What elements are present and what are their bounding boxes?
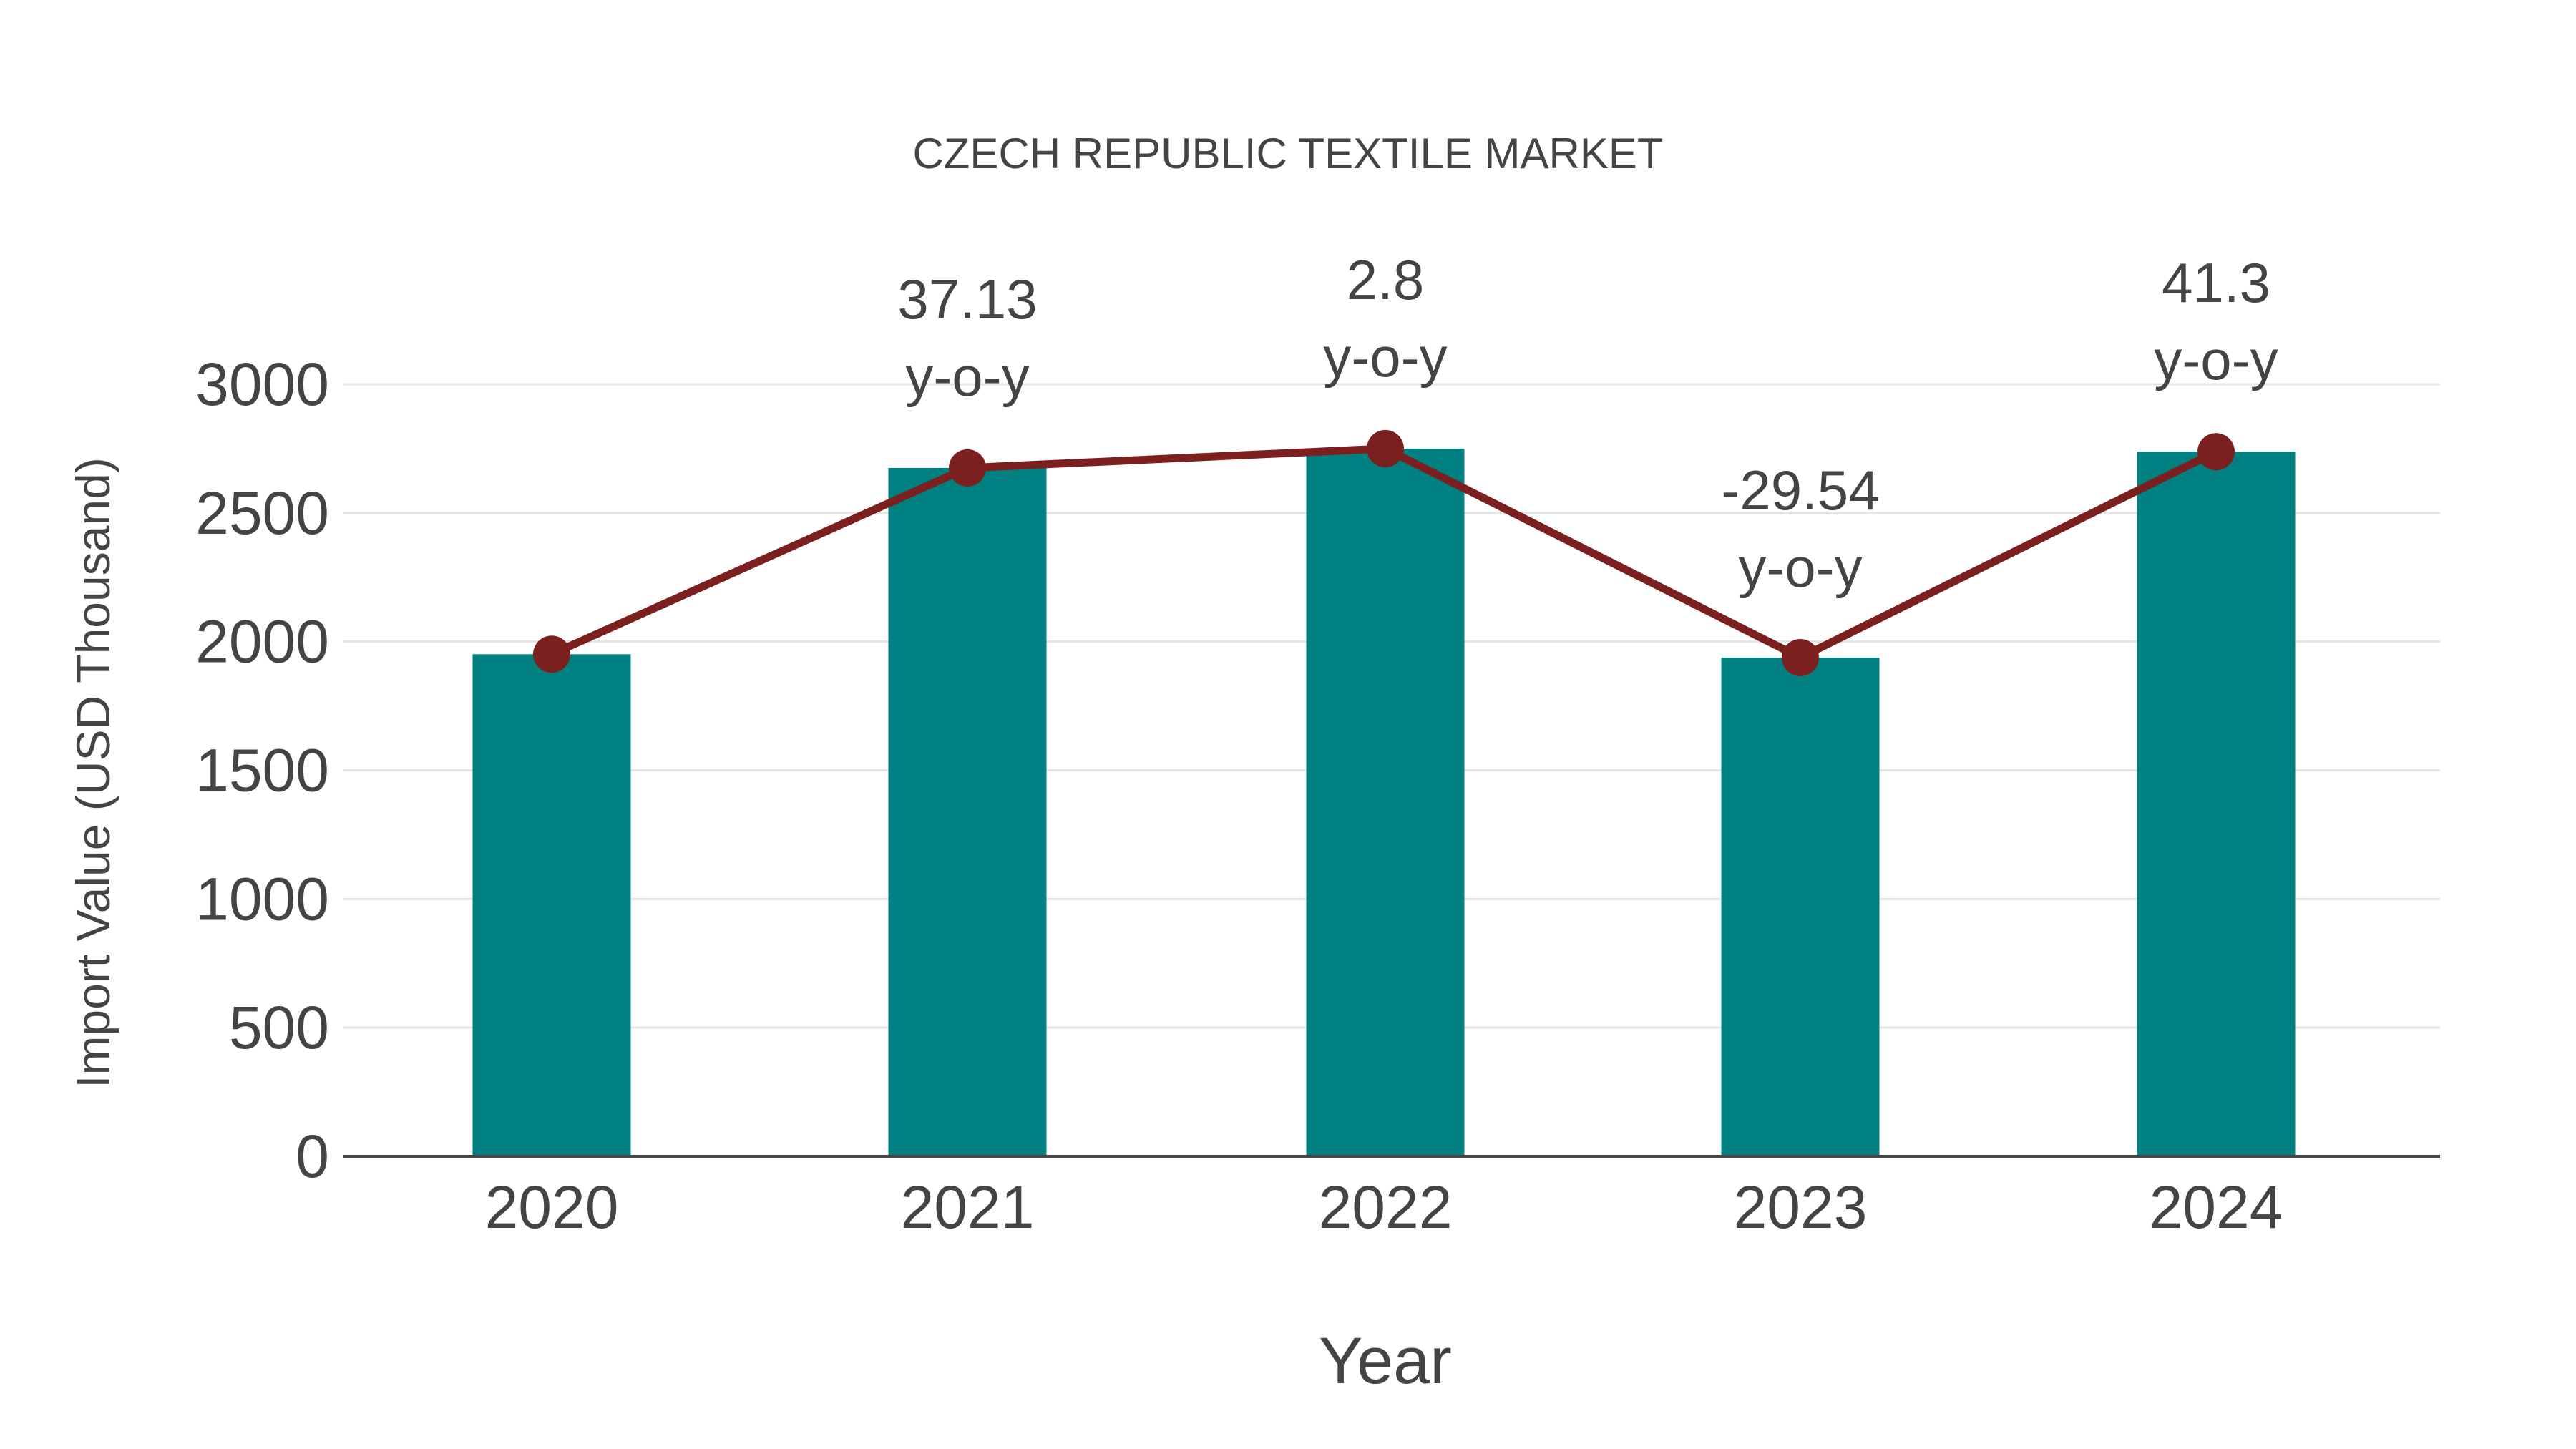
y-tick-label: 500 (229, 994, 329, 1061)
y-tick-label: 3000 (195, 351, 329, 418)
yoy-annotation-label: y-o-y (1738, 536, 1862, 599)
data-point-marker[interactable] (1782, 638, 1819, 676)
yoy-annotation-value: 41.3 (2162, 251, 2270, 314)
x-tick-label: 2023 (1734, 1174, 1868, 1241)
yoy-annotation-value: -29.54 (1721, 459, 1879, 522)
bar-2024[interactable] (2137, 452, 2296, 1156)
bar-2022[interactable] (1306, 448, 1465, 1156)
data-point-marker[interactable] (1367, 429, 1404, 467)
bar-2021[interactable] (888, 467, 1047, 1156)
x-tick-label: 2022 (1319, 1174, 1453, 1241)
yoy-annotation-value: 37.13 (897, 268, 1037, 331)
data-point-marker[interactable] (2197, 433, 2235, 471)
x-axis-title: Year (1319, 1324, 1452, 1397)
x-tick-label: 2020 (485, 1174, 619, 1241)
data-point-marker[interactable] (533, 635, 570, 673)
x-tick-label: 2021 (901, 1174, 1035, 1241)
y-tick-label: 1500 (195, 737, 329, 804)
y-tick-label: 2500 (195, 479, 329, 547)
yoy-annotation-label: y-o-y (905, 345, 1029, 408)
y-tick-label: 0 (296, 1123, 329, 1190)
yoy-annotation-label: y-o-y (1323, 326, 1447, 389)
data-point-marker[interactable] (949, 449, 986, 487)
y-tick-label: 1000 (195, 865, 329, 932)
bar-2023[interactable] (1721, 657, 1880, 1156)
yoy-annotation-label: y-o-y (2154, 328, 2278, 391)
bar-2020[interactable] (472, 654, 631, 1156)
x-tick-label: 2024 (2150, 1174, 2283, 1241)
chart-title: CZECH REPUBLIC TEXTILE MARKET (912, 130, 1664, 177)
yoy-annotation-value: 2.8 (1347, 248, 1424, 311)
y-tick-label: 2000 (195, 608, 329, 675)
